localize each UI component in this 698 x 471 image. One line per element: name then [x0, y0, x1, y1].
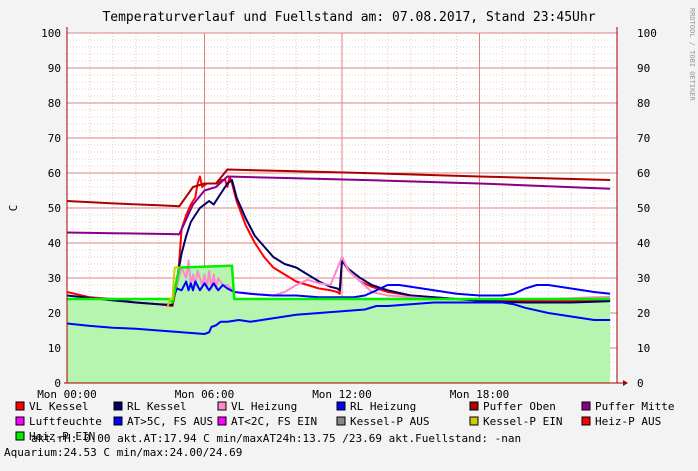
legend: VL Kessel RL Kessel VL Heizung RL Heizung Pu…	[15, 400, 674, 443]
series-area-luftfeuchte	[67, 267, 611, 383]
legend-item: VL Heizung	[217, 400, 297, 413]
y-tick-label-left: 50	[48, 202, 61, 215]
y-tick-label-right: 90	[637, 62, 650, 75]
y-tick-label-left: 20	[48, 307, 61, 320]
legend-label: AT<2C, FS EIN	[231, 415, 317, 428]
legend-label: VL Kessel	[29, 400, 89, 413]
legend-item: RL Heizung	[336, 400, 416, 413]
legend-swatch	[217, 401, 227, 411]
legend-label: RL Kessel	[127, 400, 187, 413]
legend-label: Kessel-P AUS	[350, 415, 429, 428]
x-tick-label: Mon 00:00	[37, 388, 97, 401]
x-tick-label: Mon 12:00	[312, 388, 372, 401]
legend-swatch	[113, 401, 123, 411]
y-tick-label-left: 0	[54, 377, 61, 390]
series-line-rl-heizung	[66, 301, 611, 335]
x-tick-label: Mon 06:00	[175, 388, 235, 401]
legend-item: RL Kessel	[113, 400, 187, 413]
legend-swatch	[217, 416, 227, 426]
series-line-at-5c-fs-aus	[67, 280, 611, 300]
legend-swatch	[113, 416, 123, 426]
legend-item: Kessel-P AUS	[336, 415, 429, 428]
legend-label: Heiz-P AUS	[595, 415, 661, 428]
y-tick-label-left: 70	[48, 132, 61, 145]
y-tick-label-left: 80	[48, 97, 61, 110]
legend-swatch	[15, 416, 25, 426]
legend-item: Heiz-P AUS	[581, 415, 661, 428]
y-tick-label-left: 60	[48, 167, 61, 180]
legend-item: Heiz-P EIN	[15, 430, 95, 443]
y-tick-label-right: 100	[637, 27, 657, 40]
axes	[64, 27, 628, 386]
watermark: RRDTOOL / TOBI OETIKER	[688, 8, 696, 102]
chart-title: Temperaturverlauf und Fuellstand am: 07.…	[102, 10, 595, 25]
y-tick-label-right: 40	[637, 237, 650, 250]
legend-swatch	[469, 401, 479, 411]
y-tick-label-right: 50	[637, 202, 650, 215]
legend-label: Heiz-P EIN	[29, 430, 95, 443]
legend-swatch	[581, 416, 591, 426]
x-tick-label: Mon 18:00	[450, 388, 510, 401]
y-tick-label-left: 100	[41, 27, 61, 40]
legend-label: RL Heizung	[350, 400, 416, 413]
series-lines	[66, 168, 611, 335]
y-tick-label-right: 0	[637, 377, 644, 390]
legend-item: Puffer Oben	[469, 400, 556, 413]
legend-label: AT>5C, FS AUS	[127, 415, 213, 428]
y-axis-label: C	[7, 205, 20, 212]
legend-swatch	[336, 416, 346, 426]
y-tick-label-right: 70	[637, 132, 650, 145]
legend-item: Luftfeuchte	[15, 415, 102, 428]
legend-swatch	[469, 416, 479, 426]
legend-label: Kessel-P EIN	[483, 415, 562, 428]
y-tick-label-left: 10	[48, 342, 61, 355]
legend-swatch	[15, 431, 25, 441]
y-tick-label-left: 90	[48, 62, 61, 75]
y-tick-label-left: 40	[48, 237, 61, 250]
legend-swatch	[336, 401, 346, 411]
plot-area: 0 0 10 10 20 20 30 30 40 40 50 50 60 60 70 70 80 80 90 90 10…	[37, 27, 657, 401]
y-tick-label-right: 10	[637, 342, 650, 355]
status-line-2: Aquarium:24.53 C min/max:24.00/24.69	[4, 446, 242, 459]
legend-item: VL Kessel	[15, 400, 89, 413]
legend-label: VL Heizung	[231, 400, 297, 413]
y-tick-label-right: 60	[637, 167, 650, 180]
series-line-puffer-oben	[66, 168, 611, 208]
y-tick-label-right: 20	[637, 307, 650, 320]
legend-item: AT>5C, FS AUS	[113, 415, 213, 428]
legend-swatch	[15, 401, 25, 411]
status-line-1: akt.rH: 0.00 akt.AT:17.94 C min/maxAT24h…	[31, 432, 521, 445]
legend-item: Puffer Mitte	[581, 400, 674, 413]
series-line-kessel-p-ein	[166, 266, 180, 307]
tick-labels: 0 0 10 10 20 20 30 30 40 40 50 50 60 60 70 70 80 80 90 90 10…	[37, 27, 657, 401]
legend-swatch	[581, 401, 591, 411]
legend-item: AT<2C, FS EIN	[217, 415, 317, 428]
y-tick-label-right: 30	[637, 272, 650, 285]
humidity-fill	[67, 267, 611, 383]
legend-label: Puffer Oben	[483, 400, 556, 413]
y-tick-label-right: 80	[637, 97, 650, 110]
x-axis-arrow	[623, 380, 628, 386]
legend-label: Puffer Mitte	[595, 400, 674, 413]
legend-label: Luftfeuchte	[29, 415, 102, 428]
y-tick-label-left: 30	[48, 272, 61, 285]
series-line-puffer-mitte	[66, 175, 611, 236]
legend-item: Kessel-P EIN	[469, 415, 562, 428]
